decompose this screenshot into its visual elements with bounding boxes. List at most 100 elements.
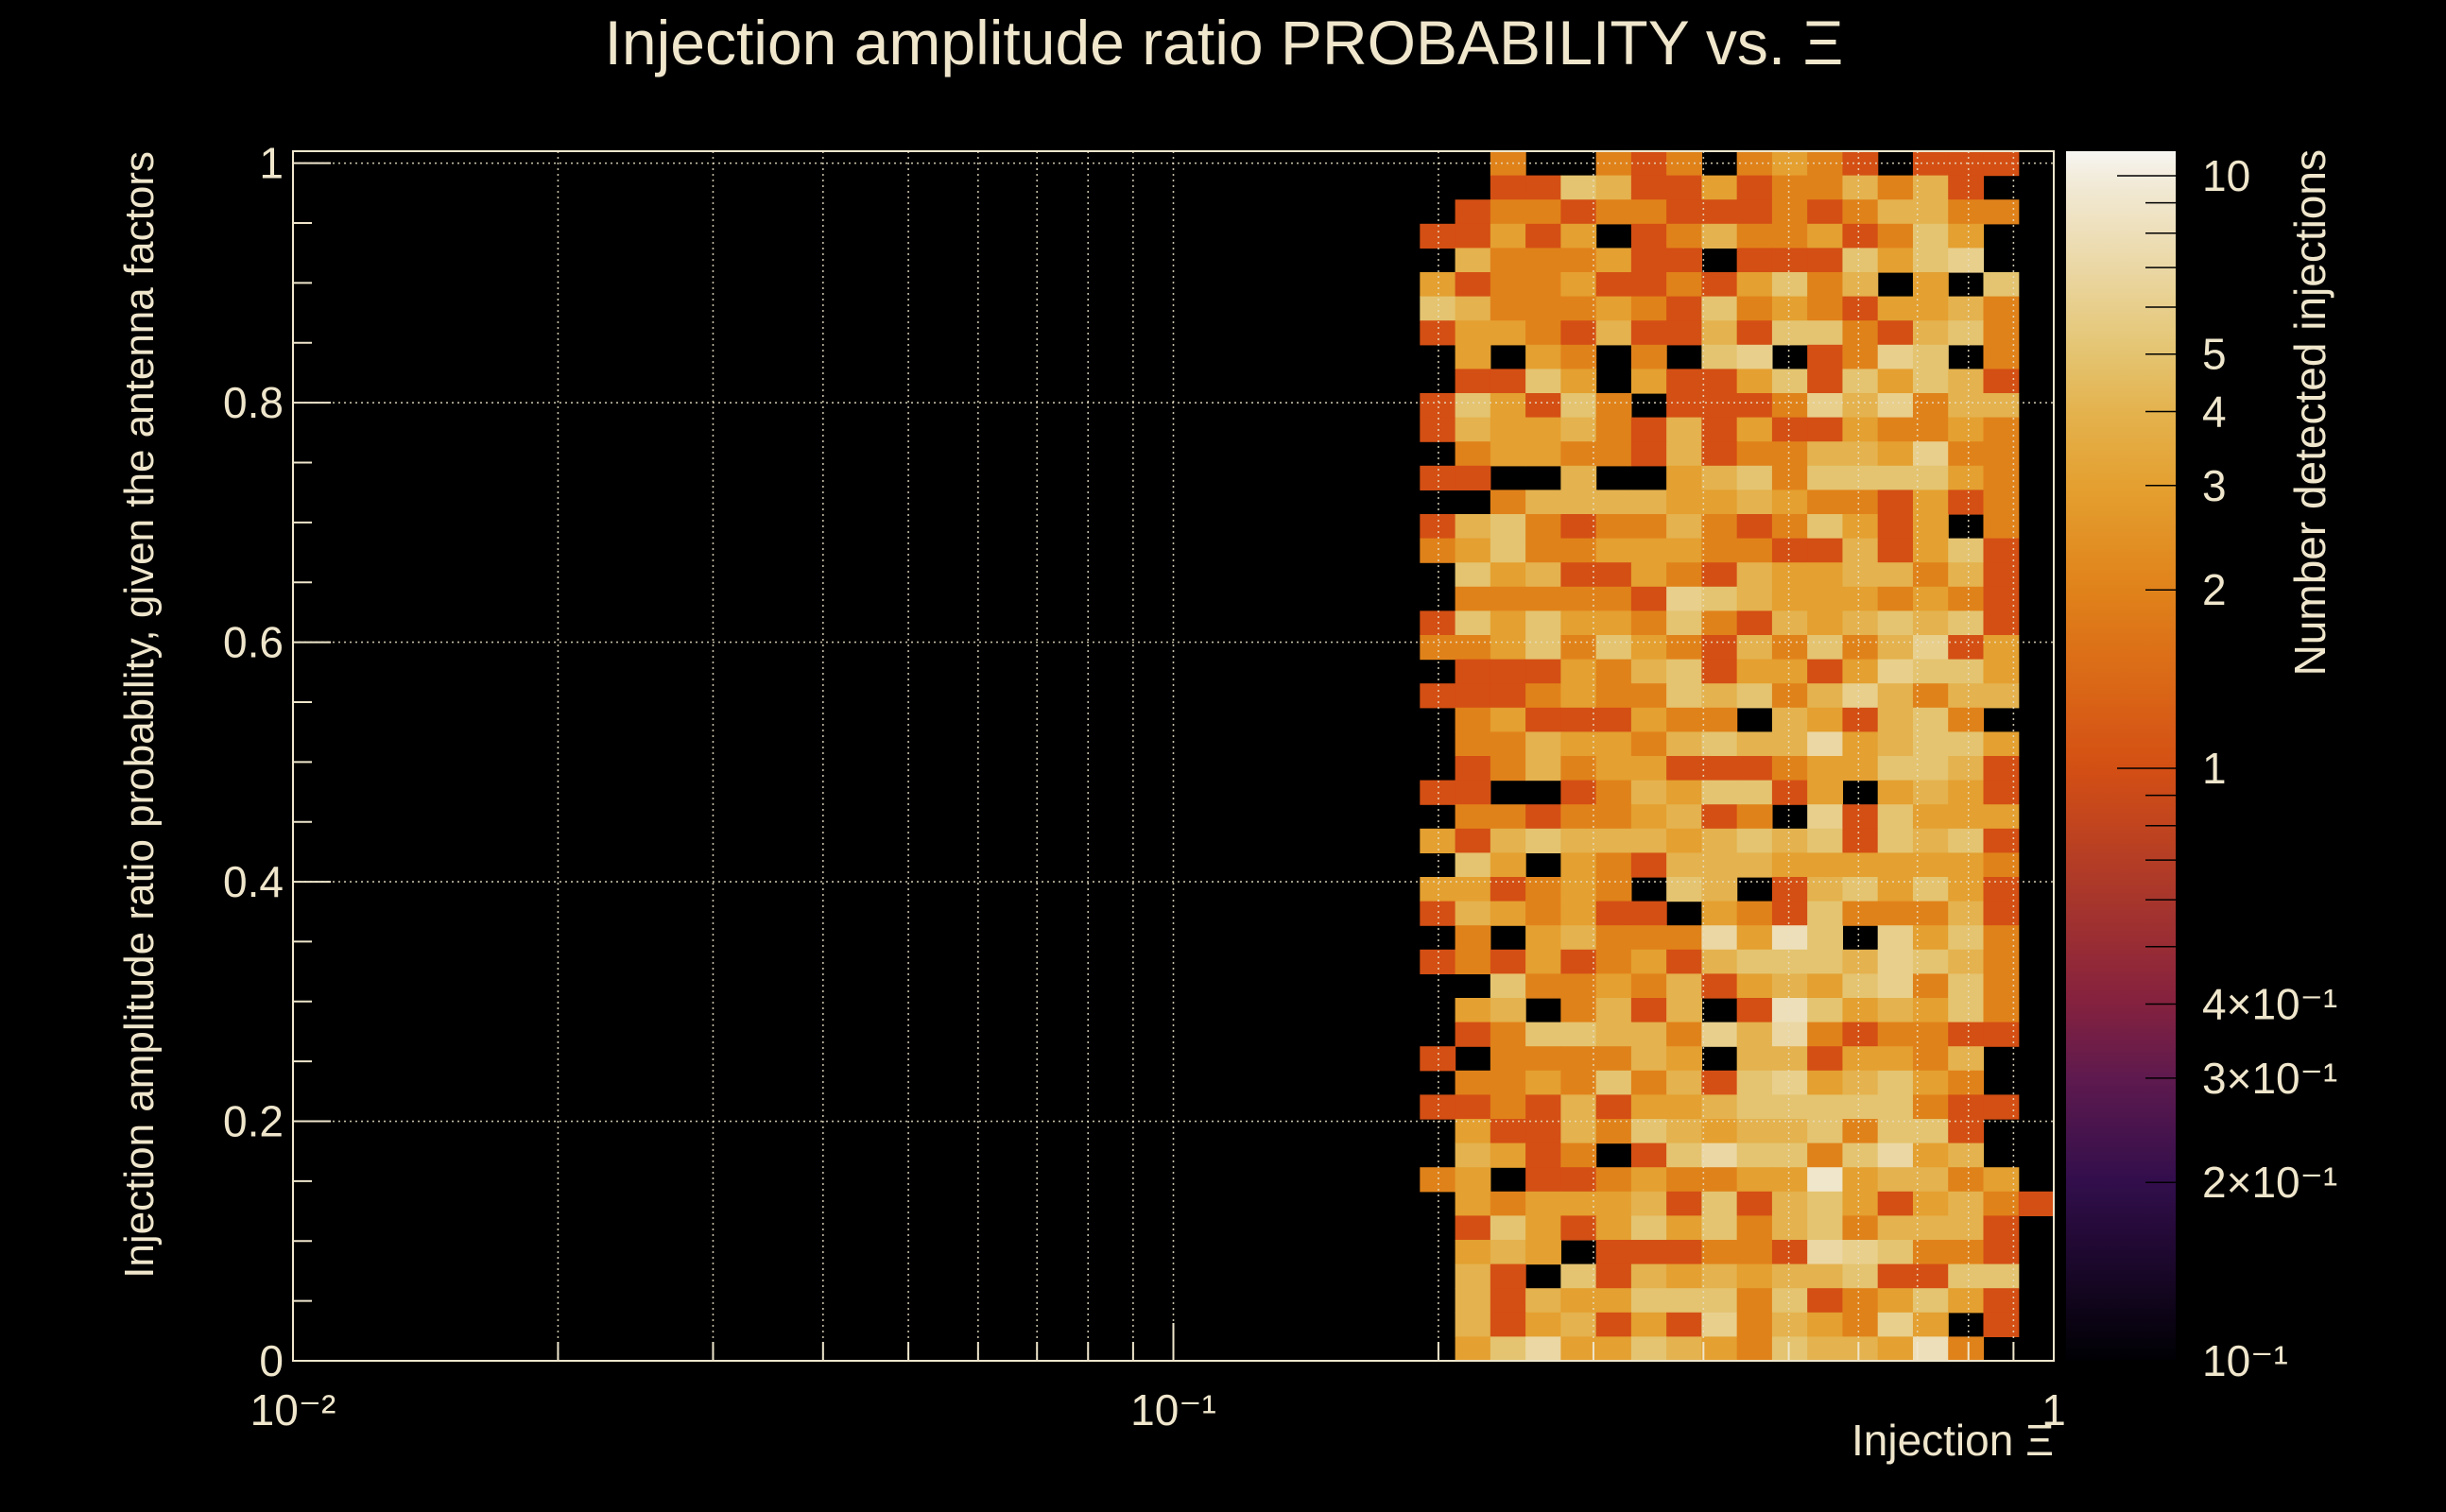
heatmap-cell xyxy=(1736,1119,1773,1144)
heatmap-cell xyxy=(1912,1022,1949,1047)
heatmap-cell xyxy=(1912,901,1949,926)
heatmap-cell xyxy=(1912,1143,1949,1168)
heatmap-cell xyxy=(1490,199,1526,225)
heatmap-cell xyxy=(1877,1167,1914,1193)
heatmap-cell xyxy=(1666,828,1702,853)
heatmap-cell xyxy=(1842,1119,1879,1144)
heatmap-cell xyxy=(1736,272,1773,298)
axes: 10⁻² 10⁻¹ 1 0 0.2 0.4 0.6 0.8 1 xyxy=(223,139,2066,1435)
heatmap-cell xyxy=(1630,490,1667,515)
heatmap-cell xyxy=(1666,731,1702,757)
heatmap-cell xyxy=(1525,1312,1561,1337)
heatmap-cell xyxy=(1842,949,1879,974)
heatmap-cell xyxy=(1525,828,1561,853)
heatmap-cell xyxy=(1877,175,1914,200)
heatmap-cell xyxy=(1701,1143,1738,1168)
heatmap-cell xyxy=(1560,852,1597,878)
heatmap-cell xyxy=(1630,223,1667,249)
heatmap-cell xyxy=(1455,998,1491,1023)
heatmap-cell xyxy=(1771,659,1808,684)
heatmap-cell xyxy=(1666,223,1702,249)
heatmap-cell xyxy=(1560,1167,1597,1193)
heatmap-cell xyxy=(1983,949,2020,974)
heatmap-cell xyxy=(1736,852,1773,878)
heatmap-cell xyxy=(1948,731,1985,757)
heatmap-cell xyxy=(1630,804,1667,830)
heatmap-cell xyxy=(1490,320,1526,346)
heatmap-cell xyxy=(1736,538,1773,563)
heatmap-cell xyxy=(1560,804,1597,830)
heatmap-cell xyxy=(1525,538,1561,563)
heatmap-cell xyxy=(1877,296,1914,321)
heatmap-cell xyxy=(1701,1094,1738,1120)
colorbar: 10 5 4 3 2 1 4×10⁻¹ 3×10⁻¹ 2×10⁻¹ 10⁻¹ xyxy=(2066,151,2337,1385)
heatmap-cell xyxy=(1560,731,1597,757)
heatmap-cell xyxy=(1842,320,1879,346)
heatmap-cell xyxy=(1666,441,1702,467)
heatmap-cell xyxy=(1666,272,1702,298)
heatmap-cell xyxy=(1877,417,1914,442)
heatmap-cell xyxy=(1842,707,1879,732)
heatmap-cell xyxy=(1807,465,1844,490)
heatmap-cell xyxy=(1701,1022,1738,1047)
heatmap-cell xyxy=(1490,586,1526,611)
heatmap-cell xyxy=(1771,1240,1808,1265)
heatmap-cell xyxy=(1842,1046,1879,1072)
heatmap-cell xyxy=(1525,756,1561,782)
heatmap-cell xyxy=(1771,635,1808,661)
y-tick-label: 0 xyxy=(259,1336,284,1385)
heatmap-cell xyxy=(1560,344,1597,369)
y-tick-label: 1 xyxy=(259,139,284,188)
heatmap-cell xyxy=(1630,998,1667,1023)
heatmap-cell xyxy=(1525,1143,1561,1168)
colorbar-label: Number detected injections xyxy=(2285,149,2334,676)
heatmap-cell xyxy=(1771,1143,1808,1168)
heatmap-cell xyxy=(1736,1022,1773,1047)
heatmap-cell xyxy=(1807,780,1844,805)
heatmap-cell xyxy=(1877,949,1914,974)
heatmap-cell xyxy=(1455,248,1491,273)
heatmap-cell xyxy=(1877,828,1914,853)
heatmap-cell xyxy=(1983,538,2020,563)
heatmap-cell xyxy=(1595,1022,1632,1047)
heatmap-cell xyxy=(1595,828,1632,853)
heatmap-cell xyxy=(1595,635,1632,661)
colorbar-gradient xyxy=(2066,151,2176,1361)
heatmap-cell xyxy=(1525,1215,1561,1241)
heatmap-cell xyxy=(1630,852,1667,878)
heatmap-cell xyxy=(1666,393,1702,419)
heatmap-cell xyxy=(1771,1263,1808,1289)
heatmap-cell xyxy=(1877,1336,1914,1362)
heatmap-cell xyxy=(1948,1240,1985,1265)
heatmap-cell xyxy=(1701,683,1738,709)
heatmap-cell xyxy=(1807,973,1844,999)
heatmap-cell xyxy=(1525,248,1561,273)
heatmap-cell xyxy=(1666,1094,1702,1120)
heatmap-cell xyxy=(1666,296,1702,321)
heatmap-cell xyxy=(1912,707,1949,732)
heatmap-cell xyxy=(1630,683,1667,709)
heatmap-cell xyxy=(1525,490,1561,515)
heatmap-cell xyxy=(1736,731,1773,757)
heatmap-cell xyxy=(1771,707,1808,732)
heatmap-cell xyxy=(1912,369,1949,394)
heatmap-cell xyxy=(1736,1070,1773,1095)
heatmap-cell xyxy=(1560,1312,1597,1337)
heatmap-cell xyxy=(1771,248,1808,273)
heatmap-cell xyxy=(1912,780,1949,805)
heatmap-cell xyxy=(1912,998,1949,1023)
gridlines xyxy=(293,151,2054,1361)
heatmap-cell xyxy=(1842,199,1879,225)
heatmap-cell xyxy=(1595,441,1632,467)
heatmap-cell xyxy=(1525,1191,1561,1216)
heatmap-cell xyxy=(1877,369,1914,394)
heatmap-cell xyxy=(1736,223,1773,249)
heatmap-cell xyxy=(1455,877,1491,902)
heatmap-cell xyxy=(1948,828,1985,853)
heatmap-cell xyxy=(1595,949,1632,974)
heatmap-cell xyxy=(1771,828,1808,853)
heatmap-cell xyxy=(1666,852,1702,878)
heatmap-cell xyxy=(1983,441,2020,467)
heatmap-cell xyxy=(1525,973,1561,999)
